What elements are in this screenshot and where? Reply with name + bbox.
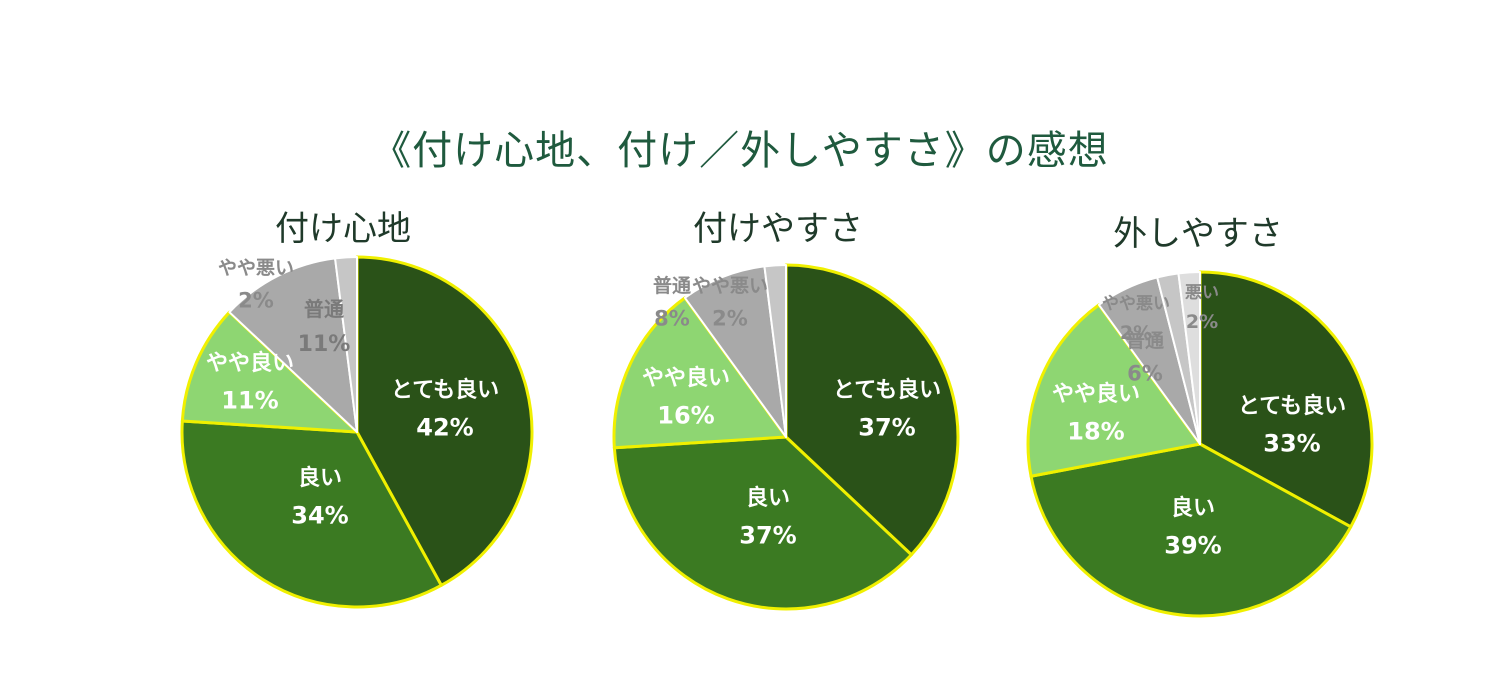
slice-value: 11% [298,332,351,357]
slice-value: 11% [221,387,278,415]
slice-value: 8% [654,306,690,330]
slice-label: 良い [746,485,790,511]
chart-title: 付け心地 [275,209,411,249]
pie-slice [612,435,913,611]
slice-value: 37% [858,414,915,442]
slice-label: やや悪い [218,257,294,279]
slice-value: 34% [291,502,348,530]
slice-label: 普通 [653,274,692,297]
slice-value: 6% [1127,361,1163,385]
slice-value: 37% [739,522,796,550]
slice-label: 悪い [1185,283,1219,303]
slice-label: やや良い [206,350,294,376]
pie-slice [228,257,358,433]
slice-label: 普通 [304,297,344,321]
pie-slice [334,256,358,433]
pie-slice [355,255,534,587]
pie-slice [1026,303,1202,478]
pie-slice [1177,271,1201,445]
slice-label: 良い [1171,495,1215,521]
slice-value: 16% [657,402,714,430]
slice-value: 2% [238,288,274,312]
slice-label: やや良い [1052,381,1140,407]
pie-slice [180,310,359,434]
slice-label: やや良い [642,365,730,391]
pie-slice [1198,270,1374,529]
slice-label: 普通 [1126,329,1165,352]
slice-value: 33% [1263,430,1320,458]
pie-slice [1029,442,1353,618]
slice-label: とても良い [833,377,941,403]
slice-value: 18% [1067,418,1124,446]
pie-slice [784,263,960,557]
slice-value: 2% [712,306,748,330]
chart-title: 外しやすさ [1113,214,1283,254]
pie-slice [612,296,788,450]
slice-label: やや悪い [692,275,768,297]
slice-label: 良い [298,465,342,491]
pie-slice [180,419,443,609]
slice-label: とても良い [1238,393,1346,419]
pie-slice [763,264,787,438]
slice-label: やや悪い [1102,294,1170,314]
main-title: 《付け心地、付け／外しやすさ》の感想 [371,128,1109,174]
chart-title: 付けやすさ [693,209,863,249]
slice-value: 2% [1120,322,1152,344]
slice-label: とても良い [391,377,499,403]
slice-value: 42% [416,414,473,442]
slice-value: 39% [1164,532,1221,560]
slice-value: 2% [1186,311,1218,333]
